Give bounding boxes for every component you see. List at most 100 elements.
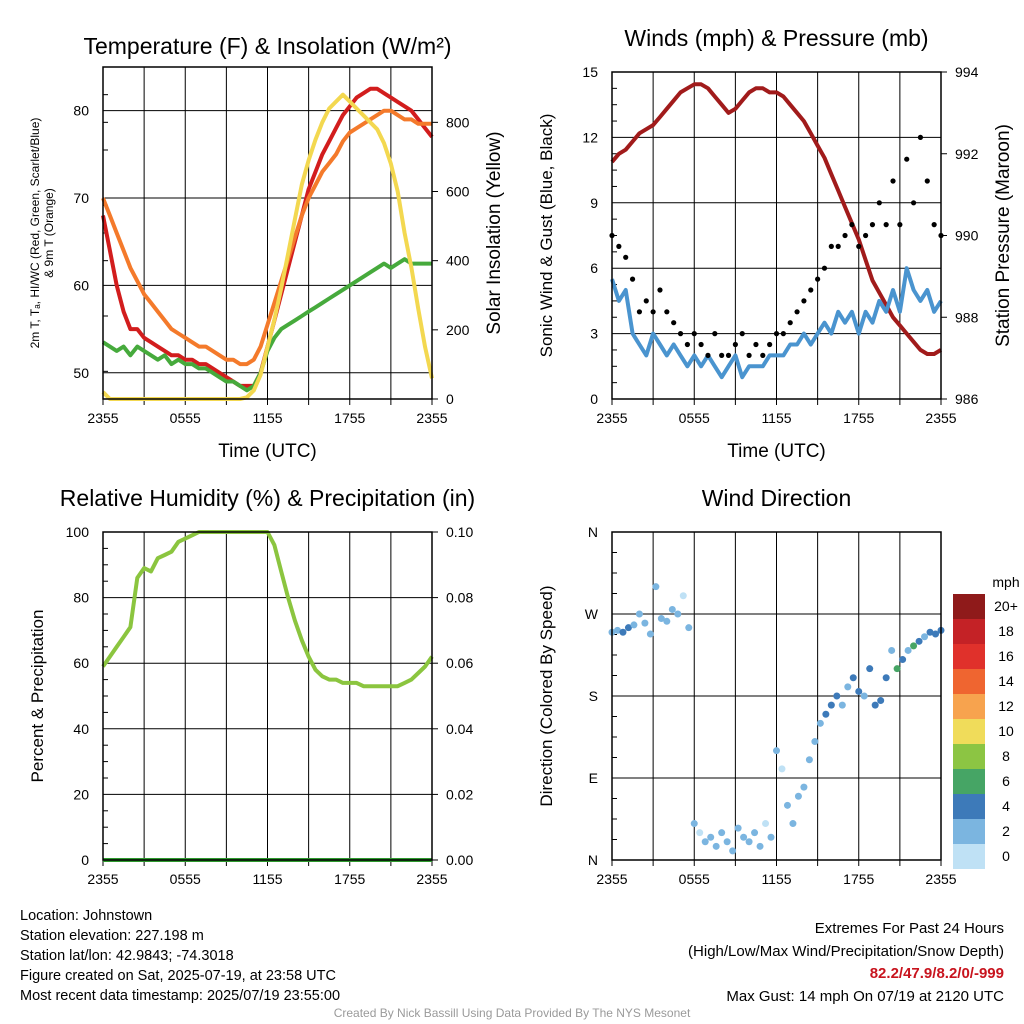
direction-point [668,605,676,613]
y-axis-label: 2m T, Tₐ, HI/WC (Red, Green, Scarlet/Blu… [28,118,42,349]
y-tick-label: 80 [73,590,89,606]
gust-point [664,309,670,315]
y2-tick-label: 990 [955,228,979,244]
direction-point [838,701,846,709]
gust-point [732,341,738,348]
x-tick-label: 1755 [843,410,874,426]
direction-point [685,624,693,632]
direction-point [762,820,770,828]
direction-point [915,637,923,645]
y-tick-label: 80 [73,103,89,119]
direction-point [756,842,764,850]
latlon-text: Station lat/lon: 42.9843; -74.3018 [20,948,234,964]
x-tick-label: 2355 [925,871,956,887]
gust-point [677,331,684,337]
direction-point [613,626,621,634]
colorbar-label: 0 [1002,848,1010,864]
direction-point [789,820,797,828]
gust-point [917,134,924,140]
direction-point [624,624,632,632]
direction-point [729,847,737,855]
direction-point [899,656,907,664]
direction-point [641,619,649,627]
gust-point [725,352,732,358]
direction-point [630,621,638,629]
direction-point [652,583,660,591]
y2-tick-label: 992 [955,146,979,162]
direction-point [822,710,830,718]
gust-point [760,352,766,358]
colorbar-label: 14 [998,673,1014,689]
gust-point [910,200,917,206]
gust-point [835,243,841,249]
x-tick-label: 2355 [596,871,627,887]
direction-point [619,628,627,636]
y-tick-label: 70 [73,190,89,206]
y2-tick-label: 400 [446,253,470,269]
direction-point [696,829,704,837]
x-tick-label: 2355 [87,410,118,426]
direction-point [921,633,929,641]
y-axis-label: Percent & Precipitation [28,610,47,783]
gust-point [904,156,910,162]
colorbar-label: 18 [998,623,1014,639]
direction-point [740,833,748,841]
gust-point [746,352,752,358]
gust-point [863,232,869,239]
extremes-legend: (High/Low/Max Wind/Precipitation/Snow De… [688,942,1004,960]
y-tick-label: 0 [81,852,89,868]
direction-point [910,642,918,650]
direction-point [674,610,682,618]
direction-point [827,701,835,709]
direction-point [690,820,698,828]
chart-title: Wind Direction [702,485,852,511]
plot-frame [611,531,942,861]
y-tick-label: N [588,852,598,868]
x-tick-label: 2355 [925,410,956,426]
colorbar-swatch [953,744,985,769]
y-tick-label: 12 [582,129,598,145]
direction-point [635,610,643,618]
gust-point [924,178,930,184]
x-axis-label: Time (UTC) [727,441,826,462]
y-tick-label: N [588,524,598,540]
gust-point [787,320,793,326]
colorbar-swatch [953,694,985,719]
recent-data-text: Most recent data timestamp: 2025/07/19 2… [20,988,341,1004]
x-tick-label: 2355 [87,871,118,887]
direction-point [778,765,786,773]
direction-point [893,665,901,673]
y2-tick-label: 986 [955,391,979,407]
colorbar-label: 10 [998,723,1014,739]
direction-point [816,719,824,727]
gust-point [691,331,697,337]
series-line [101,108,432,367]
series-line [610,266,943,380]
direction-point [773,747,780,755]
gust-point [753,341,759,348]
gust-point [780,331,786,337]
y2-tick-label: 200 [446,322,470,338]
direction-point [751,829,759,837]
direction-point [849,674,857,682]
gust-point [842,232,848,239]
gust-point [650,309,656,315]
y-tick-label: 6 [590,260,598,276]
direction-point [767,833,775,841]
chart-panel-4: Wind Direction N E S W N 2355 0555 1155 1755 2355 D… [537,485,1020,887]
direction-point [866,665,874,673]
x-tick-label: 0555 [679,871,710,887]
colorbar-title: mph [992,574,1019,590]
plot-frame [102,66,433,400]
y-tick-label: 15 [582,64,598,80]
chart-title: Temperature (F) & Insolation (W/m²) [83,33,451,59]
direction-point [860,692,868,700]
x-tick-label: 1155 [252,871,282,887]
colorbar-swatch [953,719,985,744]
x-tick-label: 1155 [252,410,282,426]
direction-point [800,783,808,791]
y2-tick-label: 0.00 [446,852,473,868]
colorbar-label: 12 [998,698,1014,714]
gust-point [636,309,643,315]
direction-point [718,829,726,837]
